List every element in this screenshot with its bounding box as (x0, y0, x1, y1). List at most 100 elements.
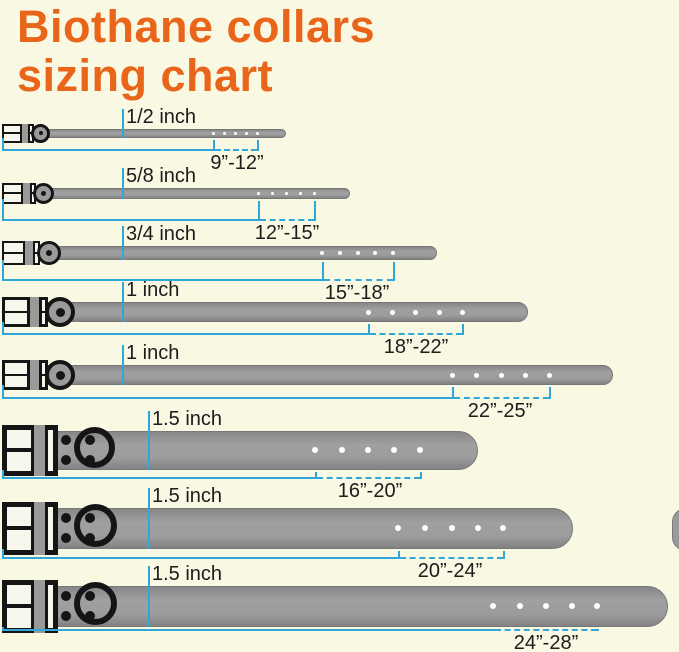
buckle-rivet (85, 533, 95, 543)
length-measure-first-hole-tick (213, 139, 215, 151)
collar-hole (391, 447, 397, 453)
buckle-keeper (27, 360, 42, 390)
width-label: 1 inch (126, 342, 180, 364)
page-title-line2: sizing chart (17, 50, 274, 101)
width-measure-line (122, 226, 124, 260)
length-measure-solid-line (2, 149, 215, 151)
length-measure-dashed-line (454, 397, 549, 399)
width-label: 3/4 inch (126, 223, 197, 245)
collar-hole (417, 447, 423, 453)
length-measure-first-hole-tick (368, 324, 370, 335)
width-label: 1/2 inch (126, 105, 197, 128)
length-range-label: 20”-24” (417, 560, 483, 582)
collar-hole (312, 191, 316, 195)
width-measure-line (122, 108, 124, 138)
length-measure-left-tick (2, 322, 4, 335)
length-range-label: 22”-25” (467, 400, 533, 422)
collar-hole (412, 309, 418, 315)
collar-strap (2, 302, 528, 322)
buckle-rivet (85, 611, 95, 621)
collar-hole (449, 372, 455, 378)
buckle-ring (37, 241, 61, 265)
collar-hole (522, 372, 528, 378)
length-measure-solid-line (2, 333, 370, 335)
length-measure-last-hole-tick (314, 200, 316, 221)
buckle-ring-pin (41, 190, 46, 196)
buckle-rivet (85, 455, 95, 465)
clipped-collar-piece (672, 507, 679, 551)
buckle-d-ring (74, 503, 117, 547)
collar-hole (389, 309, 395, 315)
buckle-divider (7, 448, 35, 452)
length-measure-dashed-line (317, 477, 420, 479)
buckle-divider (5, 374, 45, 376)
length-range-label: 24”-28” (513, 632, 579, 652)
collar-hole (475, 525, 481, 531)
buckle-rivet (61, 611, 71, 621)
length-measure-dashed-line (260, 219, 314, 221)
length-measure-last-hole-tick (597, 628, 599, 631)
width-measure-line (148, 410, 150, 470)
buckle-keeper (31, 501, 48, 555)
collar-hole (473, 372, 479, 378)
length-range-label: 15”-18” (324, 282, 390, 304)
length-measure-solid-line (2, 629, 495, 631)
buckle-keeper (23, 241, 35, 265)
buckle-ring-pin (46, 250, 52, 256)
collar-hole (517, 603, 523, 609)
width-label: 1.5 inch (152, 562, 223, 585)
collar-hole (498, 372, 504, 378)
length-measure-left-tick (2, 260, 4, 281)
collar-hole (338, 251, 342, 255)
width-measure-line (122, 167, 124, 199)
collar-hole (256, 191, 260, 195)
length-measure-last-hole-tick (503, 550, 505, 559)
buckle-divider (4, 192, 34, 194)
collar-hole (594, 603, 600, 609)
buckle-keeper (31, 579, 48, 633)
collar-hole (284, 191, 288, 195)
width-measure-line (148, 487, 150, 549)
length-measure-left-tick (2, 548, 4, 559)
length-measure-last-hole-tick (549, 387, 551, 399)
length-measure-left-tick (2, 385, 4, 399)
buckle-ring-pin (38, 131, 43, 135)
length-range-label: 18”-22” (383, 336, 449, 358)
length-measure-solid-line (2, 557, 400, 559)
buckle-divider (7, 526, 35, 530)
collar-strap (2, 365, 613, 385)
length-measure-left-tick (2, 469, 4, 479)
length-measure-dashed-line (370, 333, 462, 335)
length-measure-first-hole-tick (398, 550, 400, 559)
collar-strap (2, 187, 350, 199)
collar-hole (339, 447, 345, 453)
page-title: Biothane collars sizing chart (17, 2, 375, 100)
length-measure-solid-line (2, 477, 317, 479)
buckle-rivet (61, 513, 71, 523)
buckle-d-ring (74, 581, 117, 625)
length-measure-left-tick (2, 198, 4, 221)
collar-hole (320, 251, 324, 255)
collar-hole (233, 131, 237, 135)
buckle-divider (7, 604, 35, 608)
collar-hole (211, 131, 215, 135)
collar-hole (356, 251, 360, 255)
buckle-rivet (61, 591, 71, 601)
buckle-ring-pin (55, 370, 65, 380)
buckle-rivet (61, 435, 71, 445)
collar-hole (373, 251, 377, 255)
length-range-label: 9”-12” (210, 152, 264, 174)
buckle-divider (4, 252, 38, 254)
buckle-divider (4, 132, 32, 134)
collar-hole (546, 372, 552, 378)
length-measure-solid-line (2, 279, 324, 281)
length-measure-first-hole-tick (315, 471, 317, 479)
length-measure-dashed-line (400, 557, 503, 559)
collar-hole (365, 309, 371, 315)
length-measure-last-hole-tick (393, 262, 395, 281)
buckle-keeper (27, 297, 42, 327)
collar-hole (312, 447, 318, 453)
collar-hole (436, 309, 442, 315)
collar-hole (391, 251, 395, 255)
